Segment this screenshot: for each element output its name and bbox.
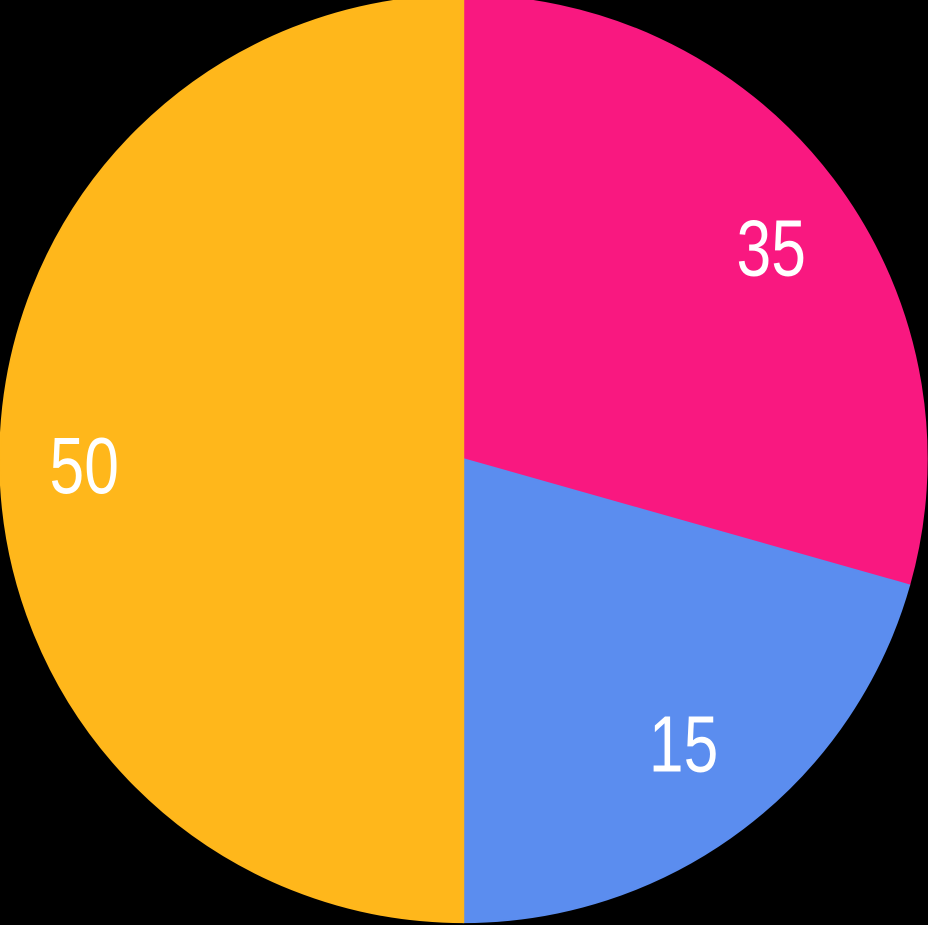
svg-text:15: 15 [649, 700, 718, 789]
svg-text:35: 35 [736, 204, 805, 293]
svg-text:50: 50 [49, 422, 118, 511]
